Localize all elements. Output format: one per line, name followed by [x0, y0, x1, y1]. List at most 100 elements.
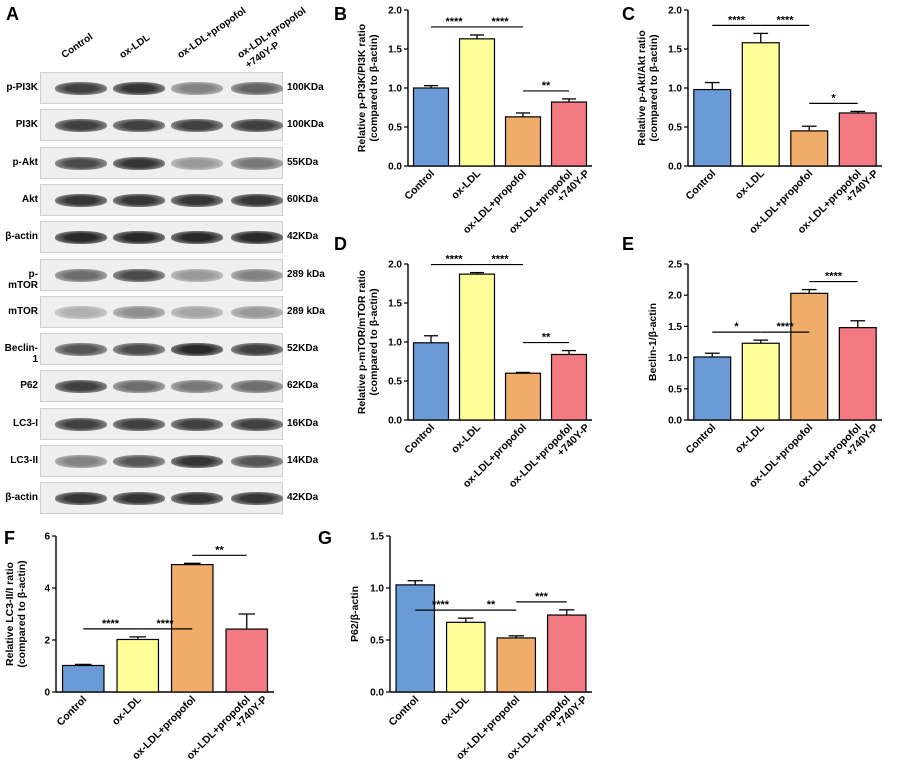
y-tick-label: 0.0: [388, 416, 402, 427]
panel-letter-f: F: [4, 528, 15, 548]
y-axis-label-line: (compared to β-actin): [368, 34, 380, 141]
y-tick-label: 1.0: [668, 353, 682, 364]
x-tick-label-line: Control: [386, 694, 421, 729]
chart-c: 0.0 0.5 1.0 1.5 2.0 Relative p-Akt/Akt ratio(…: [636, 6, 882, 236]
bar: [790, 130, 829, 167]
y-tick-label: 0.0: [370, 688, 384, 699]
x-tick-label: ox-LDL: [449, 167, 483, 201]
protein-label: P62: [20, 380, 38, 392]
kda-label: 55KDa: [287, 156, 319, 168]
x-tick-label-line: ox-LDL: [449, 421, 483, 455]
y-tick-label: 2.0: [668, 291, 682, 302]
significance-label: ****: [432, 599, 450, 611]
blot-band: [113, 492, 165, 506]
blot-strip: [40, 221, 283, 254]
blot-band: [55, 231, 107, 245]
y-axis-label-line: (compared to β-actin): [16, 560, 28, 667]
blot-band: [113, 82, 165, 95]
y-axis-label: Relative p-PI3K/PI3K ratio (compared to β…: [356, 24, 380, 152]
blot-band: [231, 417, 283, 431]
blot-band: [231, 380, 283, 394]
blot-band: [113, 380, 165, 394]
western-blot: Control ox-LDL ox-LDL+propofol ox-LDL+propo…: [0, 0, 330, 520]
bar: [445, 621, 486, 693]
y-axis-label: P62/β-actin: [349, 586, 361, 642]
bar: [116, 638, 160, 693]
significance-label: ****: [825, 271, 843, 283]
y-axis-label-line: Beclin-1/β-actin: [647, 303, 659, 381]
x-tick-label: ox-LDL: [110, 693, 144, 727]
blot-band: [171, 268, 223, 282]
y-axis-label-line: (compared to β-actin): [648, 34, 660, 141]
x-tick-label: ox-LDL: [449, 421, 483, 455]
bar: [395, 584, 436, 693]
blot-band: [55, 82, 107, 95]
kda-label: 52KDa: [287, 343, 319, 355]
kda-label: 100KDa: [287, 82, 324, 93]
blot-band: [171, 305, 223, 319]
y-axis-label-line: P62/β-actin: [349, 586, 361, 642]
bar: [790, 292, 829, 421]
blot-strip: [40, 333, 283, 366]
blot-band: [231, 455, 283, 468]
bar: [225, 628, 269, 693]
kda-label: 100KDa: [287, 119, 324, 131]
blot-band: [231, 231, 283, 245]
x-tick-label: Control: [402, 168, 437, 203]
kda-label: 60KDa: [287, 193, 319, 205]
y-axis-label-line: (compared to β-actin): [368, 288, 380, 395]
blot-band: [55, 268, 107, 282]
protein-label: β-actin: [5, 231, 38, 243]
y-tick-label: 2.0: [388, 6, 402, 17]
blot-band: [55, 156, 107, 170]
y-tick-label: 0.0: [668, 416, 682, 427]
blot-band: [171, 343, 223, 357]
y-tick-label: 1.0: [388, 84, 402, 95]
bar: [496, 637, 537, 693]
chart-e: 0.0 0.5 1.0 1.5 2.0 2.5 Beclin-1/β-actin Contro…: [647, 260, 882, 490]
significance-label: **: [542, 332, 551, 344]
blot-strip: [40, 258, 283, 291]
x-tick-label-line: ox-LDL: [438, 693, 472, 727]
y-axis-label-line: Relative p-PI3K/PI3K ratio: [356, 24, 368, 152]
blot-strip: [40, 72, 283, 104]
blot-band: [113, 417, 165, 431]
panel-letter-c: C: [622, 4, 635, 24]
y-tick-label: 0.5: [388, 123, 402, 134]
y-axis-label-line: Relative LC3-II/I ratio: [4, 562, 16, 666]
blot-band: [113, 193, 165, 207]
x-tick-label: Control: [386, 694, 421, 729]
x-tick-label-line: ox-LDL: [733, 421, 767, 455]
kda-label: 289 kDa: [287, 268, 325, 280]
blot-band: [171, 455, 223, 468]
y-tick-label: 6: [44, 532, 50, 543]
blot-band: [55, 119, 107, 133]
bar: [693, 356, 732, 421]
significance-label: ****: [776, 321, 794, 333]
protein-label: LC3-I: [13, 417, 38, 429]
protein-label: β-actin: [5, 492, 38, 504]
y-axis-label-line: Relative p-mTOR/mTOR ratio: [356, 270, 368, 414]
kda-label: 289 kDa: [287, 305, 325, 317]
blot-band: [113, 343, 165, 357]
y-axis-label: Relative LC3-II/I ratio (compared to β-ac…: [4, 560, 28, 667]
bar: [741, 342, 780, 421]
y-tick-label: 1.5: [668, 45, 682, 56]
kda-label: 16KDa: [287, 417, 319, 429]
y-tick-label: 1.5: [388, 45, 402, 56]
bar: [458, 273, 496, 421]
x-tick-label-line: Control: [683, 422, 718, 457]
bar: [546, 614, 587, 693]
panel-letter-d: D: [334, 234, 347, 254]
x-tick-label-line: ox-LDL: [449, 167, 483, 201]
blot-band: [171, 82, 223, 95]
lane-label-1: ox-LDL: [117, 32, 153, 61]
chart-d: 0.0 0.5 1.0 1.5 2.0 Relative p-mTOR/mTOR rati…: [356, 254, 592, 491]
blot-band: [113, 455, 165, 468]
bar: [458, 38, 496, 167]
blot-band: [55, 343, 107, 357]
kda-label: 42KDa: [287, 492, 319, 504]
blot-strip: [40, 146, 283, 179]
chart-b: 0.0 0.5 1.0 1.5 2.0 Relative p-PI3K/PI3K rati…: [356, 6, 592, 237]
